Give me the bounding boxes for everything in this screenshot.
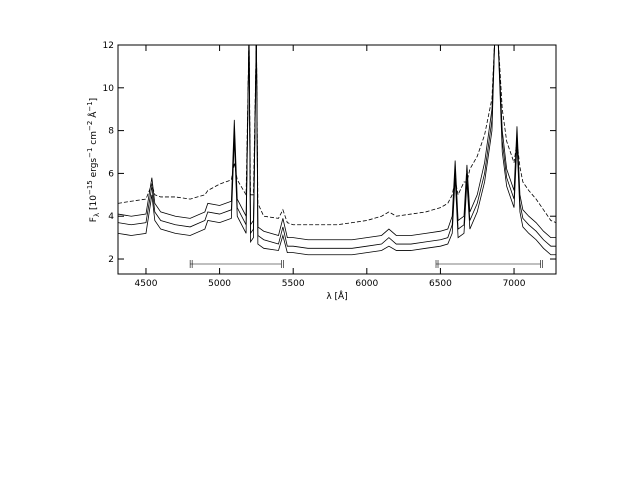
y-label-part: λ <box>93 213 101 217</box>
y-tick-label: 4 <box>108 212 114 222</box>
y-tick-label: 10 <box>103 84 115 94</box>
y-label-part: −2 <box>86 121 94 131</box>
y-tick-label: 6 <box>108 169 114 179</box>
y-tick-label: 12 <box>103 41 114 51</box>
y-label-part: −1 <box>86 148 94 158</box>
y-label-part: [10 <box>89 195 99 213</box>
spectrum-line <box>118 45 556 256</box>
y-tick-label: 8 <box>108 127 114 137</box>
plot-area <box>118 45 556 256</box>
y-tick-label: 2 <box>108 255 114 265</box>
x-tick-label: 5000 <box>208 279 231 289</box>
y-label-part: Å <box>87 111 99 121</box>
plot-frame <box>117 44 557 275</box>
y-label-part: −15 <box>86 180 94 195</box>
x-tick-label: 6500 <box>429 279 452 289</box>
y-label-part: F <box>89 217 99 222</box>
y-label-part: cm <box>89 131 99 148</box>
spectrum-line <box>118 45 556 249</box>
x-tick-label: 7000 <box>503 279 526 289</box>
x-tick-label: 4500 <box>135 279 158 289</box>
y-label-part: −1 <box>86 101 94 111</box>
x-axis-label: λ [Å] <box>326 290 347 302</box>
x-tick-label: 5500 <box>282 279 305 289</box>
spectrum-line <box>118 45 556 241</box>
y-axis-label: Fλ [10−15 ergs−1 cm−2 Å−1] <box>86 98 101 222</box>
y-label-part: ] <box>89 98 99 102</box>
spectrum-line <box>118 45 556 226</box>
y-label-part: ergs <box>89 158 99 181</box>
x-tick-label: 6000 <box>355 279 378 289</box>
